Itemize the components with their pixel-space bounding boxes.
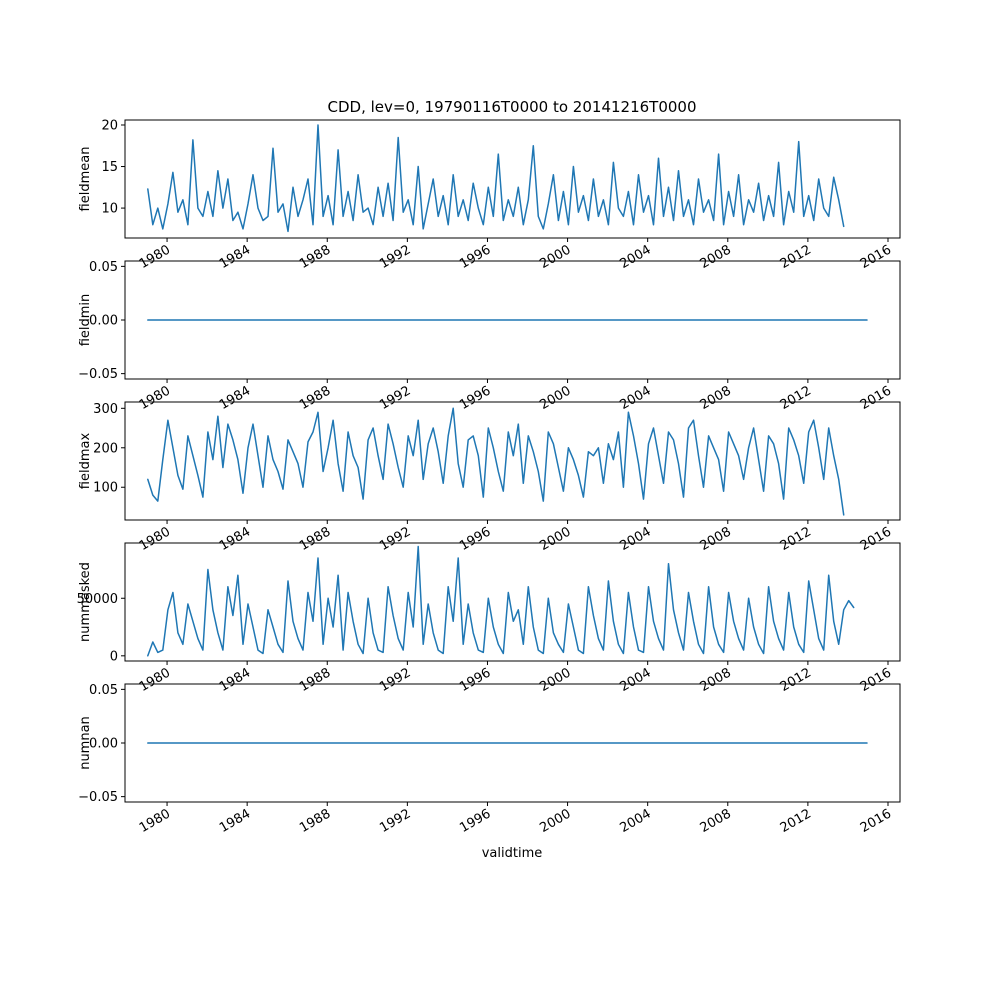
y-axis-label-fieldmax: fieldmax — [78, 433, 93, 490]
series-line-fieldmean — [147, 124, 845, 233]
y-tick-label-fieldmin: 0.05 — [89, 260, 118, 275]
y-tick-label-fieldmax: 200 — [93, 441, 118, 456]
series-line-nummasked — [147, 545, 855, 657]
axes-frame-fieldmax — [124, 401, 901, 521]
axes-frame-nummasked — [124, 542, 901, 662]
series-line-fieldmax — [147, 407, 845, 516]
chart-title: CDD, lev=0, 19790116T0000 to 20141216T00… — [328, 98, 697, 116]
y-tick-label-fieldmin: 0.00 — [89, 314, 118, 329]
y-tick-label-fieldmean: 15 — [101, 160, 118, 175]
y-axis-label-fieldmin: fieldmin — [78, 294, 93, 347]
y-tick-label-numnan: 0.05 — [89, 683, 118, 698]
y-tick-label-fieldmean: 10 — [101, 202, 118, 217]
axes-frame-fieldmean — [124, 119, 901, 239]
y-tick-label-fieldmax: 300 — [93, 402, 118, 417]
y-tick-label-nummasked: 0 — [110, 649, 118, 664]
y-axis-label-fieldmean: fieldmean — [78, 147, 93, 212]
y-tick-label-numnan: 0.00 — [89, 737, 118, 752]
y-axis-label-nummasked: nummasked — [78, 562, 93, 642]
y-axis-label-numnan: numnan — [78, 716, 93, 770]
x-axis-label: validtime — [482, 846, 543, 861]
y-tick-label-fieldmin: −0.05 — [78, 367, 118, 382]
y-tick-label-fieldmean: 20 — [101, 118, 118, 133]
y-tick-label-fieldmax: 100 — [93, 481, 118, 496]
y-tick-label-numnan: −0.05 — [78, 790, 118, 805]
y-tick-label-nummasked: 50000 — [77, 592, 118, 607]
